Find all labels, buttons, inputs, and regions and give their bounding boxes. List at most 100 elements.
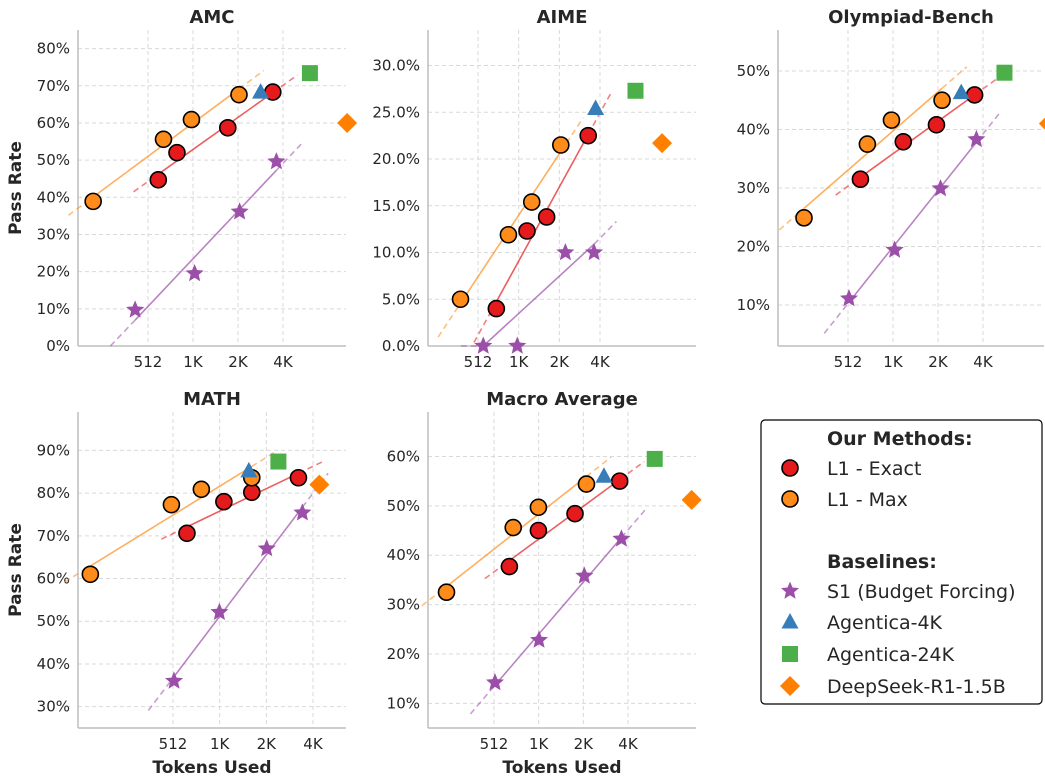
trend-line [848,141,978,303]
legend-marker [780,676,800,696]
trend-extension [421,585,447,607]
s1-budget-forcing-point [126,300,145,318]
trend-extension [620,508,647,539]
l1-max-point [529,498,548,517]
deepseek-r1-1-5b-point [337,112,358,133]
legend-label: DeepSeek-R1-1.5B [827,676,1006,698]
y-tick-label: 0.0% [382,337,420,355]
l1-max-point [192,480,211,499]
deepseek-r1-1-5b-point [652,133,673,154]
l1-max-point [552,136,570,154]
s1-budget-forcing-point [585,243,604,261]
agentica-4k-point [952,83,970,100]
y-tick-label: 30% [387,596,420,614]
y-tick-label: 60% [387,447,420,465]
legend-label: Agentica-4K [827,612,943,634]
y-tick-label: 50% [737,62,770,80]
s1-budget-forcing-point [230,202,249,220]
trend-extension [778,207,805,231]
l1-exact-point [178,524,196,543]
l1-exact-point [927,116,946,134]
y-tick-label: 80% [37,484,70,502]
y-tick-label: 20.0% [372,150,420,168]
x-tick-label: 4K [590,353,611,371]
trend-line [508,478,621,562]
l1-max-point [182,110,201,129]
l1-max-point [882,111,901,129]
trend-extension [238,69,265,90]
y-tick-label: 10.0% [372,244,420,262]
trend-extension [941,66,968,89]
x-axis-title: Tokens Used [502,758,621,776]
y-tick-label: 30% [37,225,70,243]
trend-extension [823,301,850,334]
s1-budget-forcing-point [293,503,312,521]
y-tick-label: 40% [387,546,420,564]
legend-label: Agentica-24K [827,644,955,666]
y-tick-label: 30% [37,698,70,716]
l1-exact-point [487,299,506,318]
legend-label: L1 - Max [827,489,908,511]
deepseek-r1-1-5b-point [309,474,330,495]
l1-exact-point [218,118,237,137]
l1-exact-point [894,132,913,151]
trend-extension [473,301,498,343]
x-tick-label: 2K [228,353,249,371]
legend-label: L1 - Exact [827,458,921,480]
x-tick-label: 1K [509,353,530,371]
y-tick-label: 15.0% [372,197,420,215]
trend-extension [437,302,462,338]
y-tick-label: 80% [37,40,70,58]
l1-exact-point [289,468,308,487]
y-tick-label: 50% [387,497,420,515]
trend-extension [147,676,175,711]
legend-label: S1 (Budget Forcing) [827,581,1016,603]
panel-title: AMC [189,7,234,28]
trend-line [494,537,623,686]
l1-exact-point [566,504,584,523]
s1-budget-forcing-point [267,152,286,170]
panel-title: Olympiad-Bench [828,7,994,28]
trend-line [157,91,274,175]
x-tick-label: 4K [303,735,324,753]
deepseek-r1-1-5b-point [1038,117,1045,130]
s1-budget-forcing-point [575,566,594,584]
agentica-4k-point [595,467,613,483]
legend-marker [781,490,799,508]
l1-max-point [504,518,523,537]
s1-budget-forcing-point [931,179,950,197]
y-tick-label: 0% [46,337,70,355]
trend-extension [975,110,1002,143]
panel-olympiad-bench: 512 1K 2K 4K 10% 20% 30% 40% 50% Olympiad-Bench [737,7,1045,371]
x-tick-label: 512 [464,353,493,371]
s1-budget-forcing-point [612,529,631,547]
l1-exact-point [215,492,233,511]
l1-max-point [162,495,181,514]
l1-max-point [795,209,813,227]
y-tick-label: 25.0% [372,103,420,121]
s1-budget-forcing-point [840,289,858,307]
y-tick-label: 50% [37,151,70,169]
agentica-24k-point [996,64,1013,81]
trend-extension [585,456,612,478]
y-tick-label: 40% [37,655,70,673]
l1-exact-point [242,483,261,502]
x-tick-label: 4K [618,735,639,753]
agentica-24k-point [646,450,663,467]
x-tick-label: 2K [257,735,278,753]
legend-marker [781,613,799,629]
x-tick-label: 2K [928,353,949,371]
l1-exact-point [500,557,519,576]
y-tick-label: 20% [37,263,70,281]
l1-max-point [522,193,541,211]
trend-line [482,243,595,347]
l1-exact-point [537,208,556,226]
l1-max-point [499,225,518,244]
trend-line [134,169,277,321]
y-tick-label: 10% [37,300,70,318]
s1-budget-forcing-point [185,264,204,282]
l1-max-point [154,130,173,149]
s1-budget-forcing-point [486,673,504,691]
trend-extension [109,319,136,347]
